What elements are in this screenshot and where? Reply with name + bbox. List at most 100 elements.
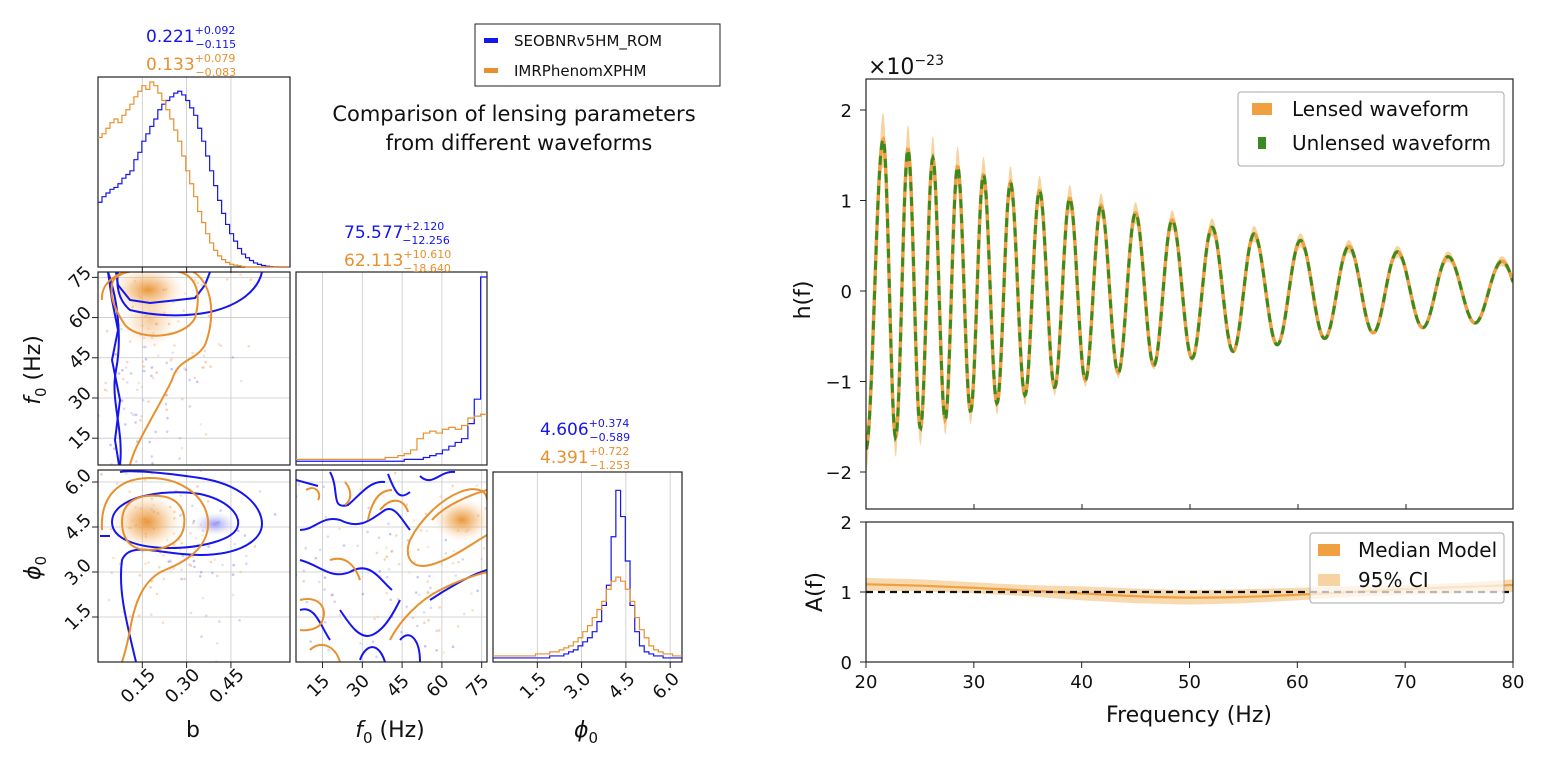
corner-legend: SEOBNRv5HM_ROM IMRPhenomXPHM	[474, 23, 721, 87]
scatter-point	[376, 615, 380, 619]
scatter-point	[239, 379, 243, 383]
waveform-ytick-label: 1	[841, 192, 852, 213]
scatter-point	[170, 357, 174, 361]
scatter-point	[233, 542, 237, 546]
scatter-point	[444, 552, 448, 555]
legend-swatch-seobnr	[484, 38, 498, 43]
scatter-point	[153, 453, 156, 456]
scatter-point	[438, 606, 442, 609]
scatter-point	[408, 571, 411, 574]
scatter-point	[471, 608, 474, 612]
f0-tick-label: 15	[303, 671, 334, 702]
scatter-point	[151, 376, 155, 380]
scatter-point	[194, 537, 198, 540]
scatter-point	[480, 557, 483, 561]
frequency-xtick-label: 60	[1286, 672, 1309, 693]
scatter-point	[338, 613, 342, 617]
scatter-point	[193, 376, 197, 380]
f0-summary-imrphenom: 62.113+10.610 −18.640	[344, 248, 451, 275]
f0-tick-label-left: 60	[65, 302, 96, 333]
scatter-point	[272, 521, 275, 524]
b-tick-label: 0.15	[117, 665, 160, 708]
phi0-histogram-frame	[492, 471, 683, 663]
scatter-point	[124, 366, 128, 369]
scatter-point	[147, 561, 150, 564]
scatter-point	[202, 354, 206, 358]
scatter-point	[411, 616, 415, 620]
scatter-point	[361, 592, 365, 596]
phi0-axis-label: ϕ0	[574, 718, 598, 747]
amplification-panel: 2 1 0 A(f) Median Model 95% CI 20 30 40 50 60 7…	[803, 513, 1524, 728]
scatter-point	[200, 465, 203, 468]
scatter-point	[188, 563, 191, 566]
scatter-point	[416, 575, 420, 579]
scatter-point	[426, 590, 430, 593]
scatter-point	[165, 361, 169, 365]
scatter-point	[217, 342, 220, 346]
scatter-point	[147, 400, 150, 403]
scatter-point	[204, 433, 208, 436]
scatter-point	[236, 529, 240, 533]
scatter-point	[193, 565, 196, 569]
scatter-point	[165, 240, 168, 243]
scatter-point	[356, 544, 360, 548]
scatter-point	[416, 624, 419, 628]
scatter-point	[517, 478, 520, 481]
scatter-point	[385, 546, 388, 550]
scatter-point	[489, 634, 492, 637]
scatter-point	[138, 226, 141, 229]
phi0-vs-b-scatter	[100, 453, 290, 662]
scatter-point	[377, 536, 381, 540]
scatter-point	[465, 669, 468, 672]
f0-vs-b-contour-imrphenom-inner	[110, 272, 199, 337]
scatter-point	[427, 619, 430, 622]
scatter-point	[125, 472, 128, 476]
scatter-point	[367, 506, 370, 510]
scatter-point	[297, 483, 301, 486]
f0-summary-seobnr: 75.577+2.120 −12.256	[344, 220, 450, 247]
scatter-point	[215, 574, 219, 578]
scatter-point	[505, 535, 508, 538]
scatter-point	[465, 665, 468, 668]
scatter-point	[405, 503, 409, 506]
scatter-point	[515, 648, 518, 651]
scatter-point	[412, 519, 416, 522]
scatter-point	[191, 352, 194, 355]
scatter-point	[385, 555, 389, 559]
scatter-point	[249, 278, 253, 282]
scatter-point	[139, 419, 142, 422]
phi0-vs-f0-frame	[295, 469, 488, 663]
scatter-point	[231, 593, 235, 597]
scatter-point	[191, 555, 195, 559]
scatter-point	[165, 430, 169, 433]
scatter-point	[95, 377, 98, 380]
legend-label-median: Median Model	[1358, 538, 1497, 562]
b-axis-label: b	[186, 718, 200, 743]
scatter-point	[104, 381, 107, 385]
waveform-legend-box	[1237, 91, 1505, 167]
scatter-point	[556, 600, 559, 603]
scatter-point	[189, 611, 193, 615]
scatter-point	[204, 614, 208, 618]
scatter-point	[178, 457, 181, 460]
scatter-point	[130, 482, 133, 485]
scatter-point	[342, 544, 346, 547]
scatter-point	[88, 264, 91, 267]
scatter-point	[178, 436, 182, 440]
scatter-point	[366, 530, 369, 534]
scatter-point	[442, 651, 446, 654]
scatter-point	[179, 494, 183, 497]
phi0-vs-b-panel	[97, 453, 291, 663]
scatter-point	[437, 629, 441, 632]
scatter-point	[470, 592, 473, 595]
scatter-point	[314, 556, 318, 560]
scatter-point	[440, 562, 444, 566]
scatter-point	[144, 357, 148, 361]
scatter-point	[323, 588, 326, 591]
phi0-vs-f0-scatter	[272, 471, 559, 672]
scatter-point	[219, 509, 222, 512]
f0-axis-label-left: f0 (Hz)	[21, 335, 50, 405]
scatter-point	[141, 360, 145, 363]
scatter-point	[171, 351, 174, 354]
scatter-point	[302, 579, 306, 583]
